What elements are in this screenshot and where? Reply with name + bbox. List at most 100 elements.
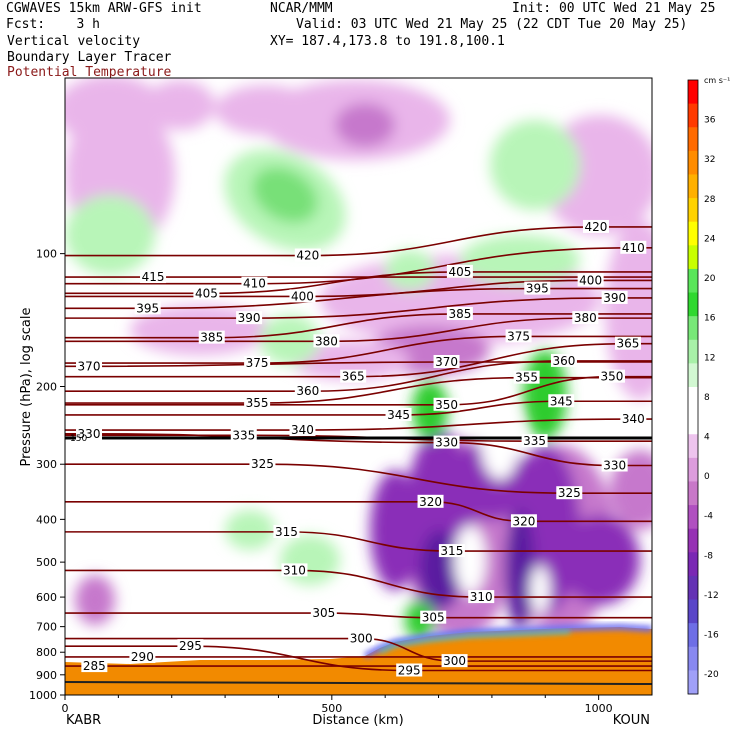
theta-label: 400 xyxy=(291,289,314,303)
theta-label-bg xyxy=(620,240,647,254)
colorbar-swatch xyxy=(688,410,698,435)
colorbar-tick-label: 4 xyxy=(704,433,710,443)
theta-label: 320 xyxy=(419,495,442,509)
cross-section-xy: XY= 187.4,173.8 to 191.8,100.1 xyxy=(270,34,505,49)
theta-label-bg xyxy=(244,396,271,410)
y-tick-label: 200 xyxy=(36,381,57,394)
colorbar-swatch xyxy=(688,245,698,270)
colorbar-swatch xyxy=(688,80,698,105)
theta-label-bg xyxy=(140,270,167,284)
theta-label: 340 xyxy=(622,412,645,426)
theta-label-bg xyxy=(76,426,103,440)
theta-label-bg xyxy=(294,248,321,262)
colorbar-swatch xyxy=(688,670,698,695)
right-endpoint-label: KOUN xyxy=(613,713,650,728)
colorbar-tick-label: 36 xyxy=(704,116,716,126)
theta-label-bg xyxy=(177,639,204,653)
field-label-potential-temperature: Potential Temperature xyxy=(7,65,172,80)
theta-label: 310 xyxy=(470,590,493,604)
theta-label: 300 xyxy=(350,632,373,646)
theta-label: 420 xyxy=(585,220,608,234)
theta-contour-325 xyxy=(65,463,652,495)
theta-label: 385 xyxy=(448,307,471,321)
theta-label: 410 xyxy=(622,241,645,255)
y-tick-label: 900 xyxy=(36,669,57,682)
theta-label: 295 xyxy=(398,663,421,677)
theta-label-bg xyxy=(289,289,316,303)
model-title: CGWAVES 15km ARW-GFS init xyxy=(6,1,202,16)
theta-label-bg xyxy=(193,286,220,300)
theta-label-bg xyxy=(81,659,108,673)
colorbar-swatch xyxy=(688,623,698,648)
colorbar-tick-label: -20 xyxy=(704,670,719,680)
theta-label-bg xyxy=(76,359,103,373)
x-axis: 0 500 1000 xyxy=(62,695,613,715)
terrain-boundary-layer xyxy=(65,627,652,695)
theta-label: 350 xyxy=(601,370,624,384)
colorbar-swatch xyxy=(688,575,698,601)
theta-label-bg xyxy=(348,631,375,645)
valid-time: Valid: 03 UTC Wed 21 May 25 (22 CDT Tue … xyxy=(296,17,688,32)
theta-label-bg xyxy=(598,369,625,383)
theta-label-bg xyxy=(441,654,468,668)
theta-label: 320 xyxy=(512,514,535,528)
potential-temperature-labels: 4154204054104003953904053954204104003903… xyxy=(76,219,647,677)
y-tick-label: 500 xyxy=(36,556,57,569)
colorbar-swatch xyxy=(688,221,698,246)
colorbar-swatch xyxy=(688,339,698,364)
colorbar-swatch xyxy=(688,127,698,152)
colorbar-swatch xyxy=(688,268,698,294)
theta-label: 380 xyxy=(574,311,597,325)
colorbar-tick-label: 20 xyxy=(704,274,716,284)
theta-label-bg xyxy=(572,311,599,325)
x-axis-title: Distance (km) xyxy=(312,713,403,728)
colorbar-swatch xyxy=(688,505,698,530)
init-time: Init: 00 UTC Wed 21 May 25 xyxy=(512,1,716,16)
theta-label-bg xyxy=(420,610,447,624)
theta-label-bg xyxy=(601,290,628,304)
theta-label-bg xyxy=(281,563,308,577)
theta-label: 360 xyxy=(552,354,575,368)
theta-contour-360 xyxy=(65,360,652,393)
theta-label: 420 xyxy=(296,249,319,263)
theta-label: 345 xyxy=(387,408,410,422)
colorbar-tick-label: 32 xyxy=(704,155,715,165)
colorbar-swatch xyxy=(688,434,698,459)
colorbar: 36 32 28 24 20 16 12 8 4 0 -4 -8 -12 -16 -20 xyxy=(687,79,719,695)
theta-contour-295 xyxy=(65,645,652,672)
theta-label: 360 xyxy=(296,384,319,398)
theta-label: 310 xyxy=(283,563,306,577)
vertical-velocity-field: 4154204054104003953904053954204104003903… xyxy=(65,78,652,695)
theta-label: 305 xyxy=(312,606,335,620)
colorbar-tick-label: 24 xyxy=(704,234,716,244)
theta-label: 395 xyxy=(136,301,159,315)
theta-label: 315 xyxy=(275,525,298,539)
theta-contour-395 xyxy=(65,287,652,310)
theta-label-bg xyxy=(396,663,423,677)
y-tick-label: 300 xyxy=(36,458,57,471)
theta-label-bg xyxy=(198,330,225,344)
theta-label: 355 xyxy=(515,371,538,385)
theta-label: 285 xyxy=(83,659,106,673)
colorbar-swatch xyxy=(688,103,698,128)
theta-contour-385 xyxy=(65,313,652,339)
theta-label-bg xyxy=(614,336,641,350)
theta-label-bg xyxy=(294,384,321,398)
colorbar-swatch xyxy=(688,363,698,388)
theta-label-bg xyxy=(385,407,412,421)
theta-label: 375 xyxy=(507,329,530,343)
theta-label: 365 xyxy=(342,370,365,384)
theta-label: 375 xyxy=(246,356,269,370)
theta-label: 385 xyxy=(200,331,223,345)
colorbar-swatch xyxy=(688,174,698,199)
theta-label-bg xyxy=(433,397,460,411)
theta-label-bg xyxy=(417,494,444,508)
theta-label-bg xyxy=(230,428,257,442)
theta-label-bg xyxy=(244,356,271,370)
theta-label-bg xyxy=(340,369,367,383)
theta-label-bg xyxy=(601,458,628,472)
colorbar-tick-label: 12 xyxy=(704,353,715,363)
theta-label: 390 xyxy=(603,291,626,305)
x-tick-label: 500 xyxy=(321,702,342,715)
